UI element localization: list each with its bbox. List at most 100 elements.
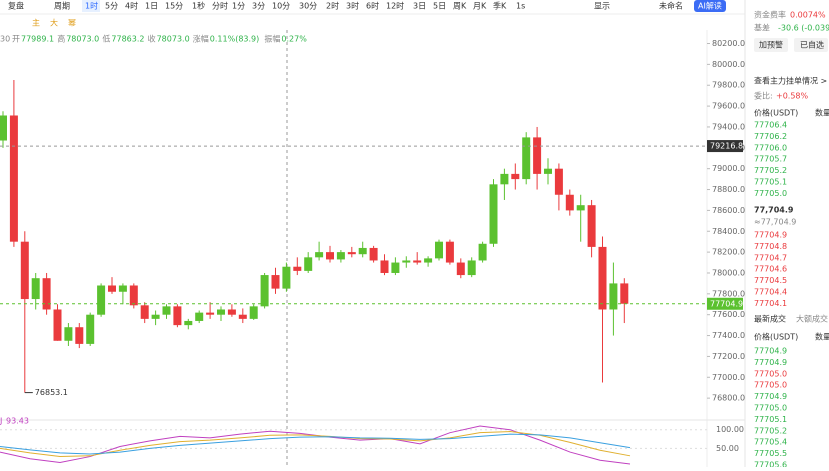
- candle-body: [456, 262, 465, 276]
- y-tick-label: 77600.0: [712, 310, 745, 319]
- candle-body: [511, 173, 520, 180]
- candle-body: [533, 137, 542, 174]
- ask-price: 77705.1: [754, 178, 787, 187]
- interval[interactable]: 4时: [125, 1, 138, 11]
- candle-body: [402, 260, 411, 263]
- candle-body: [108, 285, 116, 292]
- interval[interactable]: 周K: [453, 2, 467, 11]
- interval[interactable]: 6时: [366, 1, 379, 11]
- interval[interactable]: 1秒: [192, 1, 205, 11]
- info-time: 30: [0, 35, 10, 44]
- candle-body: [587, 205, 596, 247]
- candle-body: [151, 314, 160, 319]
- candle-body: [358, 247, 367, 255]
- ask-price: 77705.0: [754, 189, 787, 198]
- candle-body: [609, 283, 618, 310]
- speed[interactable]: 1s: [516, 2, 525, 11]
- candle-body: [249, 306, 258, 319]
- last-price-label: 77704.9: [710, 299, 743, 308]
- candle-body: [369, 247, 378, 261]
- candle-body: [238, 314, 247, 319]
- trade-price: 77705.6: [754, 461, 787, 468]
- interval[interactable]: 1时: [85, 1, 98, 11]
- y-tick-label: 77400.0: [712, 331, 745, 340]
- candle-body: [162, 306, 171, 315]
- candle-body: [336, 252, 345, 260]
- trade-tab[interactable]: 大额成交: [796, 314, 828, 324]
- ai-label[interactable]: AI解读: [698, 1, 722, 11]
- bid-price: 77704.9: [754, 231, 787, 240]
- interval[interactable]: 3时: [346, 1, 359, 11]
- layout-name[interactable]: 未命名: [659, 1, 683, 11]
- trade-price: 77705.0: [754, 381, 787, 390]
- trade-qty-header: 数量: [815, 332, 829, 342]
- interval[interactable]: 12时: [386, 1, 404, 11]
- y-tick-label: 78400.0: [712, 227, 745, 236]
- candle-body: [391, 262, 400, 273]
- info-label: 低: [102, 34, 110, 44]
- candle-body: [129, 285, 138, 306]
- candle-body: [554, 168, 563, 195]
- low-marker-label: 76853.1: [35, 388, 68, 397]
- interval[interactable]: 10分: [272, 2, 290, 11]
- trade-price: 77705.2: [754, 426, 787, 435]
- indicator-value: 93.43: [6, 417, 29, 426]
- info-label: 振幅: [264, 34, 280, 44]
- candle-body: [140, 305, 149, 319]
- interval[interactable]: 2时: [326, 1, 339, 11]
- candle-body: [315, 252, 324, 258]
- period[interactable]: 周期: [54, 2, 70, 11]
- indicator-toggle[interactable]: 幂: [68, 19, 76, 28]
- alert-label[interactable]: 加预警: [759, 40, 783, 50]
- basis-label: 基差: [754, 23, 770, 33]
- info-label: 高: [57, 34, 65, 44]
- candle-body: [445, 241, 454, 263]
- interval[interactable]: 5日: [433, 2, 446, 11]
- bid-price: 77704.7: [754, 253, 787, 262]
- candle-body: [576, 205, 585, 211]
- candle-body: [544, 168, 552, 174]
- ai-button[interactable]: [694, 0, 726, 12]
- basis-value: -30.6 (-0.039%): [778, 24, 829, 33]
- interval[interactable]: 分时: [212, 1, 228, 11]
- y-tick-label: 80200.0: [712, 39, 745, 48]
- info-value: 0.11%(83.9): [210, 35, 259, 44]
- candle-body: [227, 309, 236, 315]
- interval[interactable]: 15分: [165, 2, 183, 11]
- interval[interactable]: 3日: [413, 2, 426, 11]
- indicator-toggle[interactable]: 主: [32, 18, 40, 28]
- depth-link[interactable]: 查看主力挂单情况 >: [754, 76, 827, 86]
- interval[interactable]: 5分: [105, 2, 118, 11]
- replay[interactable]: 复盘: [8, 1, 24, 11]
- interval[interactable]: 季K: [493, 1, 507, 11]
- fav-button[interactable]: [794, 38, 828, 52]
- indicator-name: J: [0, 417, 2, 426]
- alert-button[interactable]: [754, 38, 788, 52]
- candle-body: [64, 327, 73, 341]
- funding-label: 资金费率: [754, 10, 786, 20]
- y-tick-label: 77000.0: [712, 373, 745, 382]
- indicator-toggle[interactable]: 大: [50, 18, 58, 28]
- display[interactable]: 显示: [594, 2, 610, 11]
- bid-price: 77704.4: [754, 288, 787, 297]
- interval[interactable]: 30分: [299, 2, 317, 11]
- ask-price: 77706.4: [754, 121, 787, 130]
- indicator-tick-label: 50.00: [716, 444, 739, 453]
- fav-label[interactable]: 已自选: [800, 40, 824, 50]
- candle-body: [522, 137, 531, 180]
- interval[interactable]: 1日: [145, 2, 158, 11]
- trade-price: 77704.9: [754, 358, 787, 367]
- mid-sub: ≈77,704.9: [754, 218, 796, 227]
- candle-body: [380, 260, 389, 273]
- candle-body: [489, 184, 498, 244]
- interval[interactable]: 3分: [252, 2, 265, 11]
- ask-price: 77706.0: [754, 143, 787, 152]
- candle-body: [42, 278, 51, 310]
- ask-price: 77706.2: [754, 132, 787, 141]
- interval[interactable]: 1分: [232, 2, 245, 11]
- trade-price: 77705.0: [754, 369, 787, 378]
- candle-body: [435, 241, 443, 259]
- interval[interactable]: 月K: [473, 2, 487, 11]
- trade-tab[interactable]: 最新成交: [754, 314, 786, 324]
